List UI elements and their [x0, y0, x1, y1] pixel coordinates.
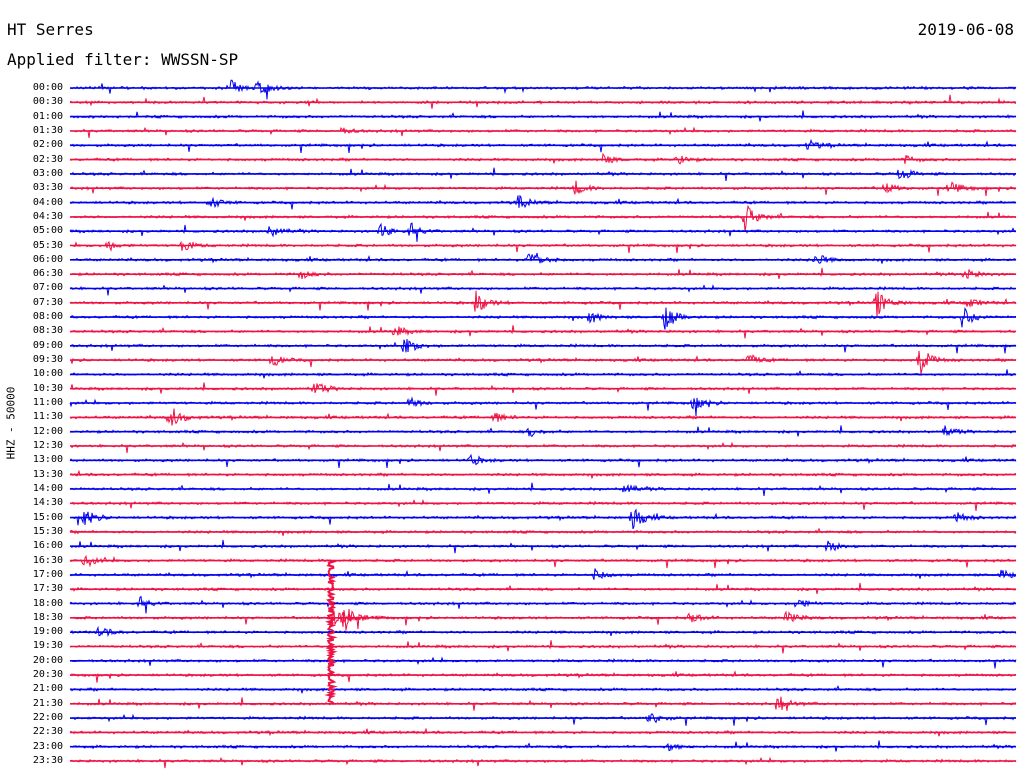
time-label: 06:00 — [32, 253, 63, 265]
trace-row — [69, 284, 1017, 296]
applied-filter: Applied filter: WWSSN-SP — [7, 51, 238, 69]
time-label: 13:00 — [32, 454, 63, 466]
record-date: 2019-06-08 — [917, 20, 1014, 39]
trace-row — [69, 126, 1017, 138]
trace-row — [69, 554, 1017, 569]
time-label: 15:00 — [32, 511, 63, 523]
time-label: 21:30 — [32, 697, 63, 709]
time-label: 05:00 — [32, 225, 63, 237]
time-label: 09:00 — [32, 339, 63, 351]
time-label: 16:00 — [32, 540, 63, 552]
time-label: 22:30 — [32, 726, 63, 738]
trace-row — [69, 609, 1017, 631]
station-name: HT Serres — [7, 20, 94, 39]
time-label: 19:00 — [32, 626, 63, 638]
time-label: 05:30 — [32, 239, 63, 251]
time-label: 12:30 — [32, 440, 63, 451]
trace-row — [69, 267, 1017, 280]
time-label: 23:00 — [32, 740, 63, 752]
time-label: 11:30 — [32, 411, 63, 423]
trace-row — [69, 138, 1017, 153]
time-label: 04:30 — [32, 210, 63, 222]
time-label: 07:30 — [32, 296, 63, 308]
time-label: 17:30 — [32, 583, 63, 595]
time-label: 20:30 — [32, 669, 63, 681]
time-label: 02:00 — [32, 139, 63, 151]
trace-row — [69, 508, 1017, 530]
trace-row — [69, 222, 1017, 242]
time-label: 06:30 — [32, 268, 63, 280]
earthquake-coda — [330, 610, 391, 627]
time-label: 18:30 — [32, 611, 63, 623]
time-label: 00:00 — [32, 82, 63, 93]
time-label: 07:00 — [32, 282, 63, 294]
time-label: 13:30 — [32, 468, 63, 480]
time-label: 17:00 — [32, 568, 63, 580]
trace-row — [69, 595, 1017, 614]
time-label: 10:00 — [32, 368, 63, 380]
time-label: 12:00 — [32, 425, 63, 437]
time-label: 01:30 — [32, 124, 63, 136]
trace-row — [70, 350, 1017, 375]
trace-row — [69, 756, 1017, 769]
trace-row — [69, 441, 1017, 453]
trace-row — [69, 568, 1017, 580]
trace-row — [69, 290, 1017, 318]
time-label: 03:30 — [32, 182, 63, 194]
time-label: 16:30 — [32, 554, 63, 566]
time-label: 03:00 — [32, 167, 63, 179]
time-label: 02:30 — [32, 153, 63, 165]
time-label: 20:00 — [32, 654, 63, 666]
trace-row — [69, 306, 1017, 330]
time-label: 08:00 — [32, 311, 63, 323]
trace-row — [69, 252, 1017, 264]
trace-row — [69, 425, 1017, 437]
trace-row — [69, 498, 1017, 511]
time-label: 23:30 — [32, 755, 63, 767]
trace-row — [69, 79, 1017, 100]
time-label: 15:30 — [32, 525, 63, 537]
time-label: 11:00 — [32, 397, 63, 409]
time-label: 22:00 — [32, 712, 63, 724]
trace-row — [69, 713, 1017, 726]
trace-row — [69, 670, 1017, 683]
time-label: 04:00 — [32, 196, 63, 208]
time-label: 18:00 — [32, 597, 63, 609]
filter-prefix: Applied filter: — [7, 50, 162, 69]
trace-row — [69, 396, 1017, 417]
trace-row — [69, 453, 1017, 468]
trace-row — [69, 240, 1017, 254]
time-label: 08:30 — [32, 325, 63, 337]
time-label: 10:30 — [32, 382, 63, 394]
filter-name: WWSSN-SP — [161, 50, 239, 69]
trace-row — [69, 656, 1017, 669]
time-label: 01:00 — [32, 110, 63, 122]
time-label: 14:00 — [32, 482, 63, 494]
time-label: 00:30 — [32, 96, 63, 108]
major-earthquake-trace — [324, 559, 338, 705]
time-label: 09:30 — [32, 354, 63, 366]
time-label: 21:00 — [32, 683, 63, 695]
trace-row — [69, 204, 1017, 232]
time-label: 14:30 — [32, 497, 63, 509]
time-label: 19:30 — [32, 640, 63, 652]
